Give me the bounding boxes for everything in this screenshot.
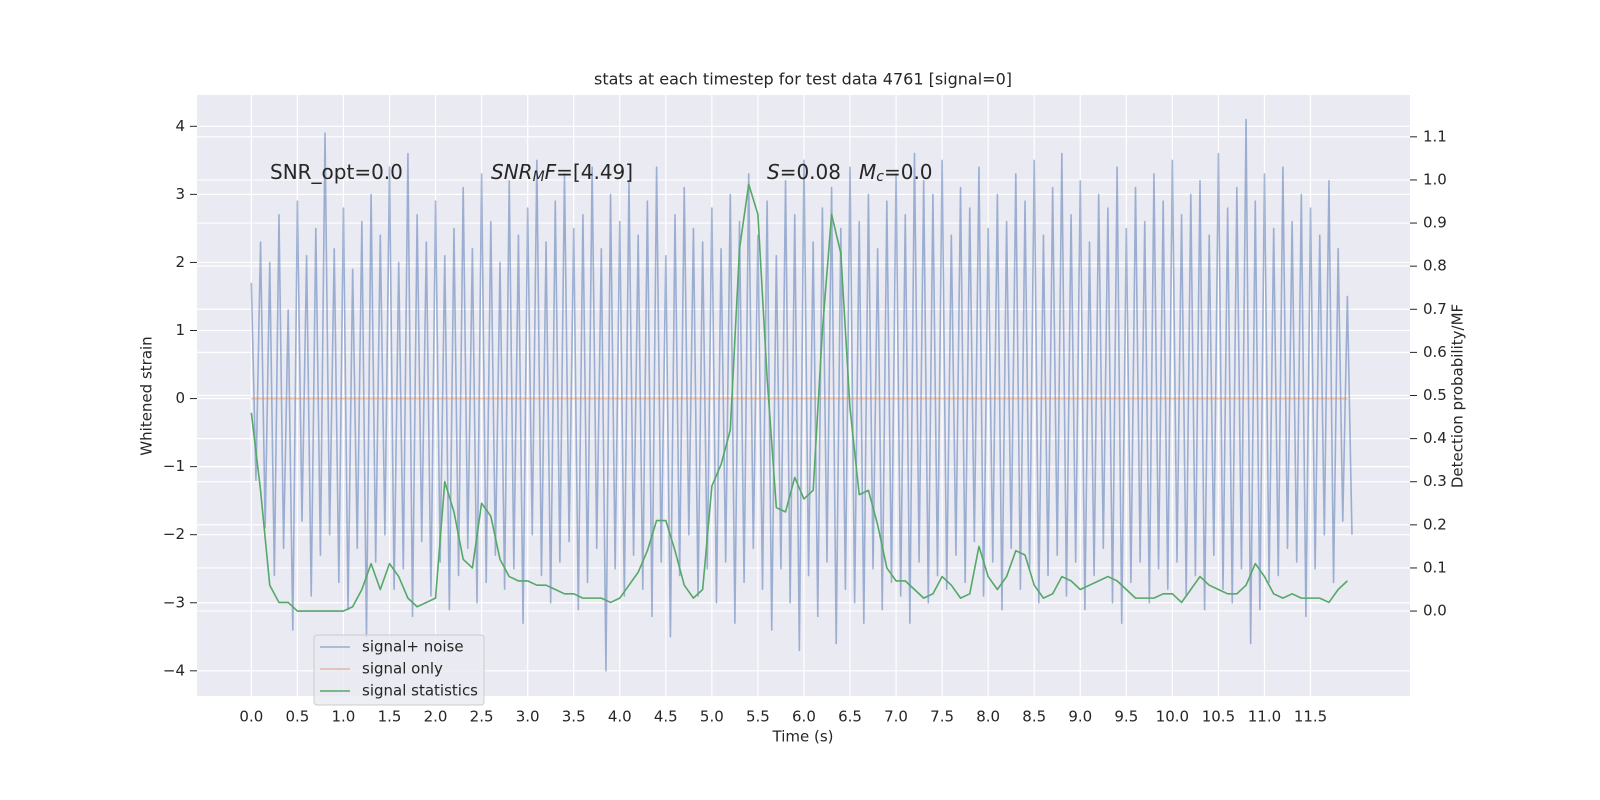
series-line (250, 183, 1348, 612)
y2-tick-label: 0.2 (1423, 515, 1447, 533)
annotation: SNR_opt=0.0 (270, 160, 403, 184)
legend-label: signal only (362, 660, 443, 678)
x-tick-label: 6.0 (792, 708, 816, 726)
y-tick-label: 0 (175, 389, 185, 407)
annotation: SNRMF=[4.49] (491, 160, 633, 185)
x-tick-label: 3.0 (516, 708, 540, 726)
x-tick-label: 0.5 (285, 708, 309, 726)
y2-axis-label: Detection probability/MF (1449, 304, 1467, 488)
x-tick-label: 7.5 (930, 708, 954, 726)
y2-tick-label: 0.8 (1423, 257, 1447, 275)
y2-tick-label: 0.6 (1423, 343, 1447, 361)
annotation-part: SNR_opt=0.0 (270, 160, 403, 184)
x-tick-label: 5.0 (700, 708, 724, 726)
x-tick-label: 11.0 (1248, 708, 1281, 726)
annotation: S=0.08 (767, 160, 841, 184)
y2-tick-label: 0.5 (1423, 386, 1447, 404)
y2-tick-label: 0.0 (1423, 602, 1447, 620)
x-tick-label: 8.5 (1022, 708, 1046, 726)
annotation-part: F (545, 160, 557, 184)
y-tick-label: −2 (163, 525, 185, 543)
x-tick-label: 8.0 (976, 708, 1000, 726)
y2-tick-label: 1.0 (1423, 170, 1447, 188)
x-tick-label: 2.0 (424, 708, 448, 726)
y-tick-label: −3 (163, 593, 185, 611)
x-tick-label: 4.0 (608, 708, 632, 726)
x-tick-label: 3.5 (562, 708, 586, 726)
x-axis-label: Time (s) (772, 728, 834, 746)
x-tick-label: 10.0 (1156, 708, 1189, 726)
y-tick-label: −1 (163, 457, 185, 475)
annotation-part: =0.08 (780, 160, 841, 184)
annotation-part: M (533, 169, 545, 185)
y-tick-label: 3 (175, 185, 185, 203)
annotation-part: SNR (491, 160, 533, 184)
y-tick-label: 1 (175, 321, 185, 339)
annotation: Mc=0.0 (859, 160, 933, 185)
y-axis-label: Whitened strain (138, 336, 156, 455)
x-tick-label: 1.0 (332, 708, 356, 726)
annotation-part: c (876, 169, 884, 185)
y2-tick-label: 0.4 (1423, 429, 1447, 447)
y-tick-label: 4 (175, 117, 185, 135)
annotation-part: M (859, 160, 876, 184)
x-tick-label: 7.0 (884, 708, 908, 726)
legend-box (313, 634, 485, 706)
y2-tick-label: 1.1 (1423, 127, 1447, 145)
y2-tick-label: 0.3 (1423, 472, 1447, 490)
legend-label: signal+ noise (362, 638, 464, 656)
x-tick-label: 5.5 (746, 708, 770, 726)
y2-tick-label: 0.7 (1423, 300, 1447, 318)
x-tick-label: 6.5 (838, 708, 862, 726)
y-tick-label: −4 (163, 661, 185, 679)
series-line (250, 118, 1353, 672)
annotation-part: =0.0 (884, 160, 933, 184)
x-tick-label: 0.0 (239, 708, 263, 726)
chart-title: stats at each timestep for test data 476… (594, 70, 1012, 89)
x-tick-label: 2.5 (470, 708, 494, 726)
annotation-part: S (767, 160, 780, 184)
x-tick-label: 4.5 (654, 708, 678, 726)
annotation-part: =[4.49] (556, 160, 633, 184)
x-tick-label: 9.5 (1114, 708, 1138, 726)
y2-tick-label: 0.9 (1423, 214, 1447, 232)
y2-tick-label: 0.1 (1423, 558, 1447, 576)
y-tick-label: 2 (175, 253, 185, 271)
legend-label: signal statistics (362, 682, 478, 700)
x-tick-label: 11.5 (1294, 708, 1327, 726)
x-tick-label: 10.5 (1202, 708, 1235, 726)
x-tick-label: 1.5 (378, 708, 402, 726)
x-tick-label: 9.0 (1068, 708, 1092, 726)
